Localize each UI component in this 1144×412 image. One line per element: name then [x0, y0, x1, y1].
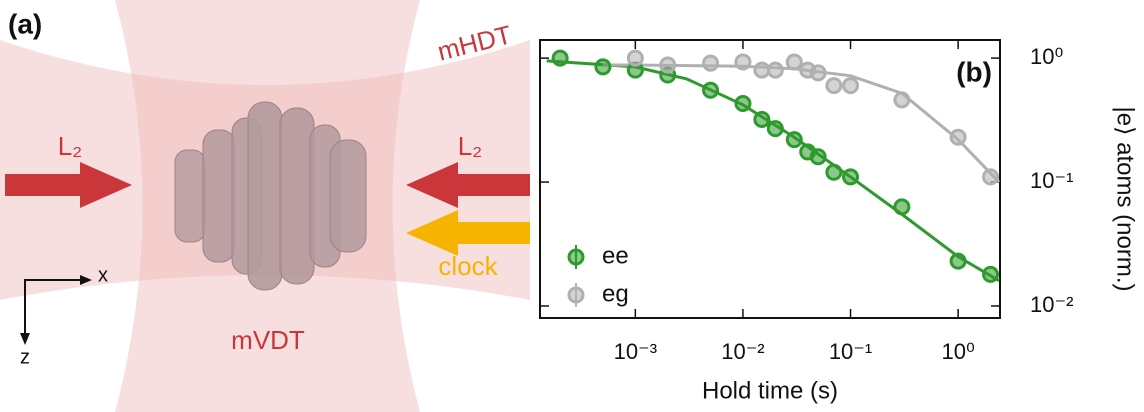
y-tick-label: 10⁰ — [1030, 44, 1063, 69]
data-point — [628, 51, 642, 65]
laser-label: clock — [438, 251, 498, 281]
legend-label: eg — [602, 280, 629, 307]
data-point — [787, 133, 801, 147]
panel-a: (a) mHDT mVDT L₂ L₂ clock x z — [0, 0, 530, 412]
data-point — [736, 55, 750, 69]
data-point — [895, 93, 909, 107]
figure: (a) mHDT mVDT L₂ L₂ clock x z 10⁻³10⁻²10… — [0, 0, 1144, 412]
y-tick-label: 10⁻¹ — [1030, 168, 1073, 193]
x-axis-title: Hold time (s) — [702, 377, 838, 404]
data-point — [768, 122, 782, 136]
data-point — [704, 56, 718, 70]
data-point — [787, 55, 801, 69]
data-point — [811, 150, 825, 164]
y-axis-title: |e⟩ atoms (norm.) — [1112, 107, 1139, 292]
data-point — [755, 63, 769, 77]
x-tick-label: 10⁻³ — [614, 339, 657, 364]
plot-frame — [540, 40, 1000, 318]
fit-line — [603, 65, 999, 182]
panel-b: 10⁻³ 10⁻² 10⁻¹ 10⁰ 10⁰ 10⁻¹ 10⁻² Hold time (s) |… — [540, 40, 1139, 404]
data-point — [827, 79, 841, 93]
data-point — [553, 51, 567, 65]
beam-label: mVDT — [231, 325, 305, 355]
data-point — [827, 165, 841, 179]
data-point — [736, 97, 750, 111]
data-point — [984, 267, 998, 281]
data-point — [811, 66, 825, 80]
x-tick-label: 10⁰ — [941, 339, 974, 364]
panel-label: (a) — [8, 8, 42, 39]
y-tick-label: 10⁻² — [1030, 292, 1073, 317]
x-tick-label: 10⁻² — [721, 339, 764, 364]
x-tick-label: 10⁻¹ — [829, 339, 872, 364]
laser-label: L₂ — [458, 131, 483, 161]
data-point — [951, 254, 965, 268]
axis-label: x — [98, 264, 108, 286]
data-point — [895, 200, 909, 214]
data-point — [596, 60, 610, 74]
data-point — [984, 170, 998, 184]
data-point — [755, 112, 769, 126]
data-point — [844, 79, 858, 93]
legend-label: ee — [602, 242, 629, 269]
legend-marker — [569, 288, 583, 302]
data-point — [768, 63, 782, 77]
axis-label: z — [20, 346, 30, 368]
data-point — [844, 170, 858, 184]
legend-marker — [569, 250, 583, 264]
panel-label: (b) — [956, 56, 992, 87]
laser-label: L₂ — [58, 131, 83, 161]
data-point — [951, 130, 965, 144]
data-point — [704, 83, 718, 97]
data-point — [661, 58, 675, 72]
